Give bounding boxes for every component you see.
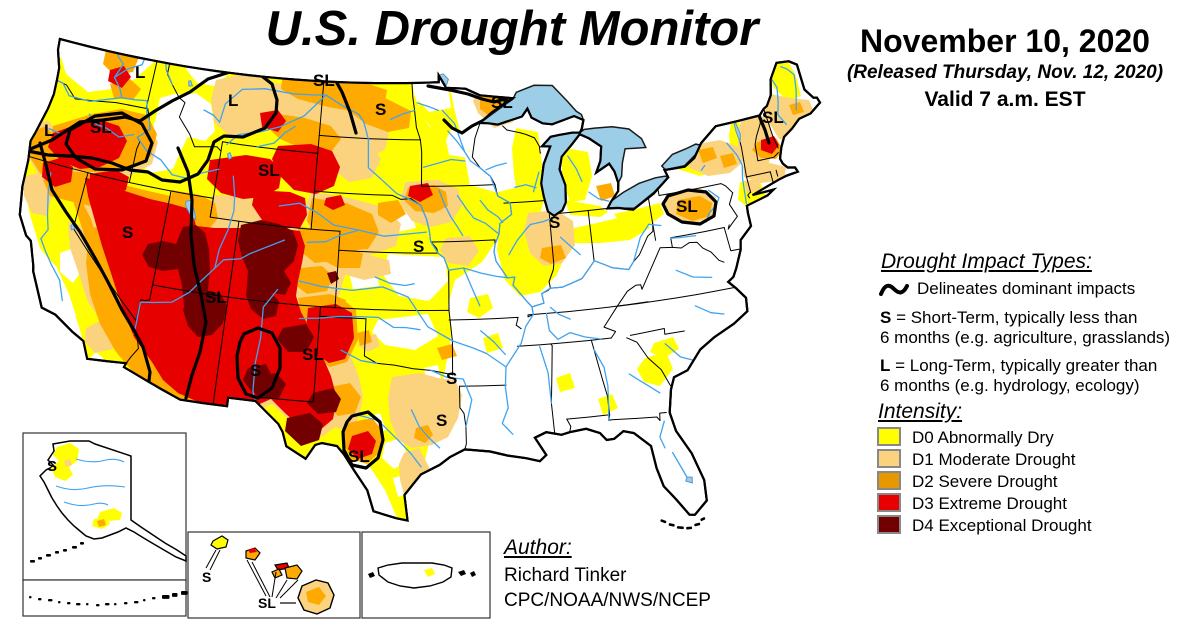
svg-text:L: L (44, 121, 54, 140)
svg-text:SL: SL (258, 595, 276, 611)
svg-text:S: S (250, 361, 261, 380)
svg-text:SL: SL (676, 197, 698, 216)
svg-text:S: S (446, 369, 457, 388)
svg-text:L: L (135, 63, 145, 82)
svg-text:SL: SL (302, 345, 324, 364)
svg-text:SL: SL (258, 161, 280, 180)
svg-text:SL: SL (762, 108, 784, 127)
svg-text:SL: SL (491, 93, 513, 112)
svg-text:SL: SL (313, 71, 335, 90)
svg-text:S: S (375, 100, 386, 119)
svg-text:L: L (228, 91, 238, 110)
svg-text:S: S (436, 411, 447, 430)
svg-text:S: S (202, 569, 211, 585)
svg-text:S: S (47, 458, 57, 475)
svg-text:S: S (413, 237, 424, 256)
svg-text:SL: SL (205, 288, 227, 307)
svg-text:S: S (549, 213, 560, 232)
svg-text:SL: SL (348, 447, 370, 466)
svg-text:SL: SL (90, 118, 112, 137)
svg-text:S: S (122, 223, 133, 242)
